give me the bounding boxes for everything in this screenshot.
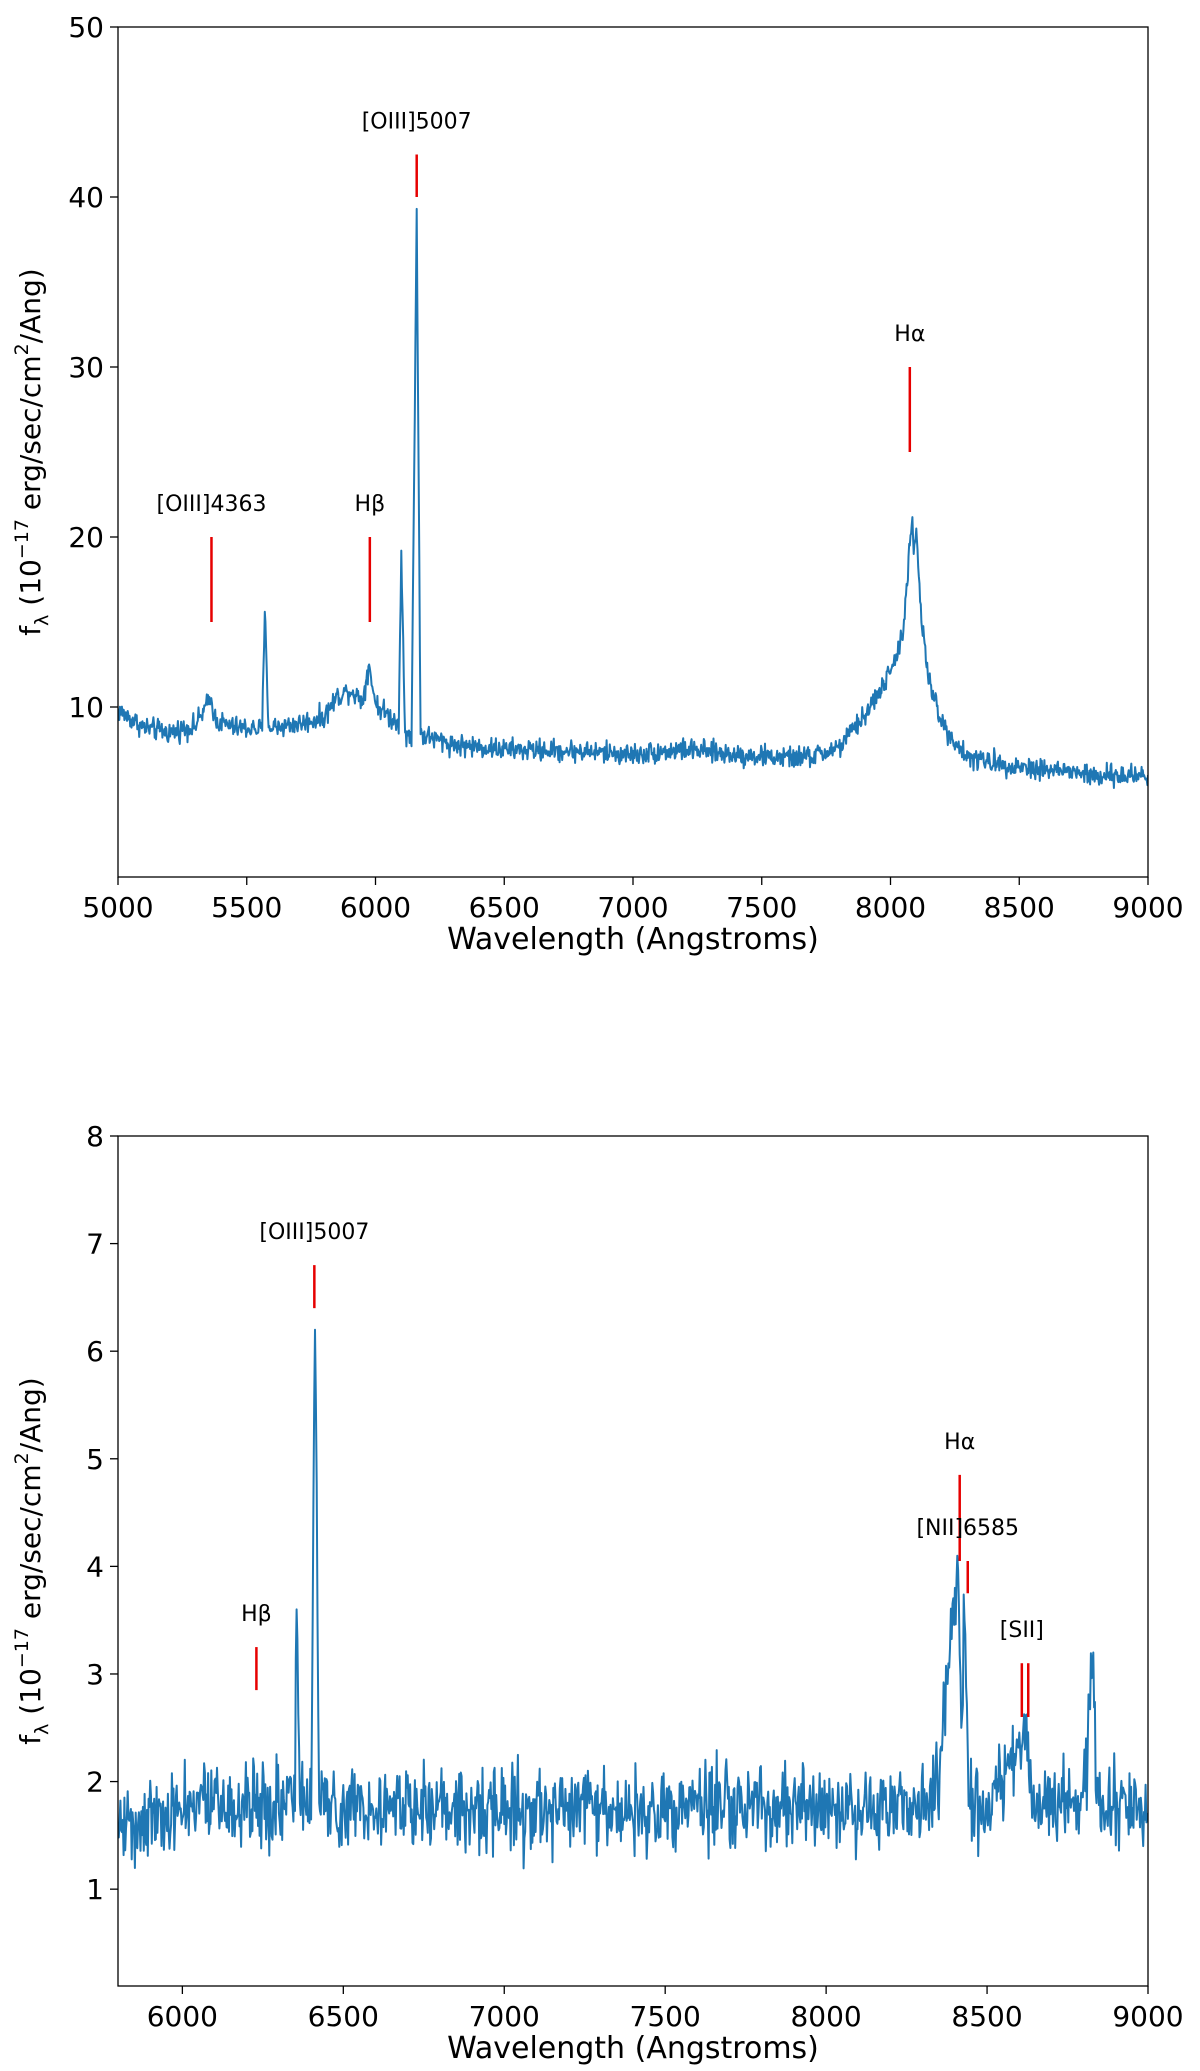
top-x-axis-label: Wavelength (Angstroms) [447,922,819,957]
bottom-spectrum-panel: Hβ [OIII]5007 Hα [NII]6585 [SII] 6000 6500 700… [11,1120,1184,2066]
y-tick-label: 20 [68,521,104,554]
top-y-axis-label: fλ (10−17 erg/sec/cm2/Ang) [11,268,53,635]
x-tick-label: 5000 [82,891,153,924]
bottom-x-ticks: 6000 6500 7000 7500 8000 8500 9000 [147,1986,1184,2033]
top-ylabel-f: f [14,625,47,636]
top-spectrum-line [118,207,1148,789]
annotation-label: [OIII]5007 [362,110,472,135]
x-tick-label: 8000 [855,891,926,924]
annotation-label: Hα [944,1430,975,1455]
annotation-label: [OIII]4363 [157,492,267,517]
bottom-ylabel-exp2: 2 [11,1452,33,1464]
x-tick-label: 6500 [469,891,540,924]
top-ylabel-exp: −17 [11,519,33,559]
x-tick-label: 6000 [147,2000,218,2033]
y-tick-label: 6 [86,1335,104,1368]
y-tick-label: 7 [86,1228,104,1261]
annotation-label: Hβ [355,492,386,517]
bottom-axes-frame [117,1135,1149,1987]
bottom-line-annotations: Hβ [OIII]5007 Hα [NII]6585 [SII] [241,1220,1044,1718]
top-spectrum-panel: [OIII]4363 Hβ [OIII]5007 Hα 5000 5500 6000 650… [11,11,1184,957]
spectrum-series-line [118,207,1148,789]
top-line-annotations: [OIII]4363 Hβ [OIII]5007 Hα [157,110,925,622]
annotation-label: [SII] [1000,1618,1044,1643]
annotation-label: [OIII]5007 [259,1220,369,1245]
top-ylabel-mid: erg/sec/cm [14,355,47,519]
y-tick-label: 50 [68,11,104,44]
x-tick-label: 6000 [340,891,411,924]
annotation-label: Hα [894,322,925,347]
annotation-label: [NII]6585 [916,1516,1019,1541]
top-y-ticks: 10 20 30 40 50 [68,11,118,724]
top-ylabel-post: /Ang) [14,268,47,343]
x-tick-label: 8500 [984,891,1055,924]
y-tick-label: 4 [86,1550,104,1583]
top-ylabel-sub: λ [31,615,53,626]
bottom-x-axis-label: Wavelength (Angstroms) [447,2031,819,2066]
top-ylabel-exp2: 2 [11,343,33,355]
y-tick-label: 1 [86,1873,104,1906]
y-tick-label: 2 [86,1766,104,1799]
bottom-ylabel-pre: (10 [14,1668,47,1723]
x-tick-label: 6500 [308,2000,379,2033]
x-tick-label: 8000 [790,2000,861,2033]
bottom-ylabel-sub: λ [31,1724,53,1735]
bottom-ylabel-exp: −17 [11,1628,33,1668]
spectrum-series-line [118,1328,1148,1870]
annotation-label: Hβ [241,1602,272,1627]
y-tick-label: 8 [86,1120,104,1153]
x-tick-label: 7000 [469,2000,540,2033]
y-tick-label: 5 [86,1443,104,1476]
y-tick-label: 3 [86,1658,104,1691]
x-tick-label: 9000 [1112,2000,1183,2033]
x-tick-label: 9000 [1112,891,1183,924]
x-tick-label: 5500 [211,891,282,924]
top-x-ticks: 5000 5500 6000 6500 7000 7500 8000 8500 9000 [82,877,1184,924]
bottom-y-axis-label: fλ (10−17 erg/sec/cm2/Ang) [11,1377,53,1744]
x-tick-label: 7500 [726,891,797,924]
top-ylabel-pre: (10 [14,559,47,614]
bottom-ylabel-post: /Ang) [14,1377,47,1452]
y-tick-label: 40 [68,181,104,214]
bottom-ylabel-f: f [14,1734,47,1745]
y-tick-label: 10 [68,691,104,724]
x-tick-label: 7500 [630,2000,701,2033]
bottom-spectrum-line [118,1328,1148,1870]
x-tick-label: 7000 [597,891,668,924]
x-tick-label: 8500 [951,2000,1022,2033]
bottom-y-ticks: 1 2 3 4 5 6 7 8 [86,1120,118,1906]
y-tick-label: 30 [68,351,104,384]
bottom-ylabel-mid: erg/sec/cm [14,1464,47,1628]
